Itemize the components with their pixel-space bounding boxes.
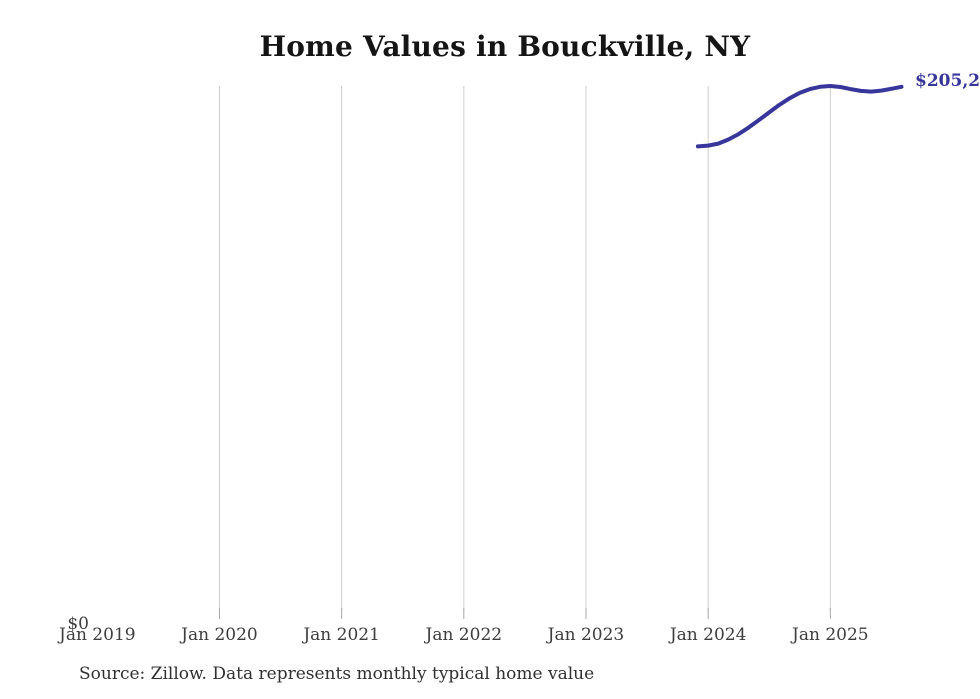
x-axis-label: Jan 2021 [303, 625, 380, 645]
x-axis-label: Jan 2019 [59, 625, 136, 645]
x-axis-ticks-group [218, 608, 831, 619]
x-axis-label: Jan 2023 [547, 625, 625, 645]
chart-title: Home Values in Bouckville, NY [259, 30, 751, 63]
x-axis-label: Jan 2025 [792, 625, 869, 645]
x-axis-label: Jan 2022 [425, 625, 503, 645]
x-axis-label: Jan 2020 [181, 625, 258, 645]
gridlines-group [218, 86, 831, 610]
current-value-label: $205,277 [915, 71, 980, 91]
y-axis-zero-label: $0 [67, 614, 89, 634]
x-axis-label: Jan 2024 [669, 625, 747, 645]
home-value-line [695, 84, 904, 149]
source-note: Source: Zillow. Data represents monthly … [79, 664, 595, 684]
